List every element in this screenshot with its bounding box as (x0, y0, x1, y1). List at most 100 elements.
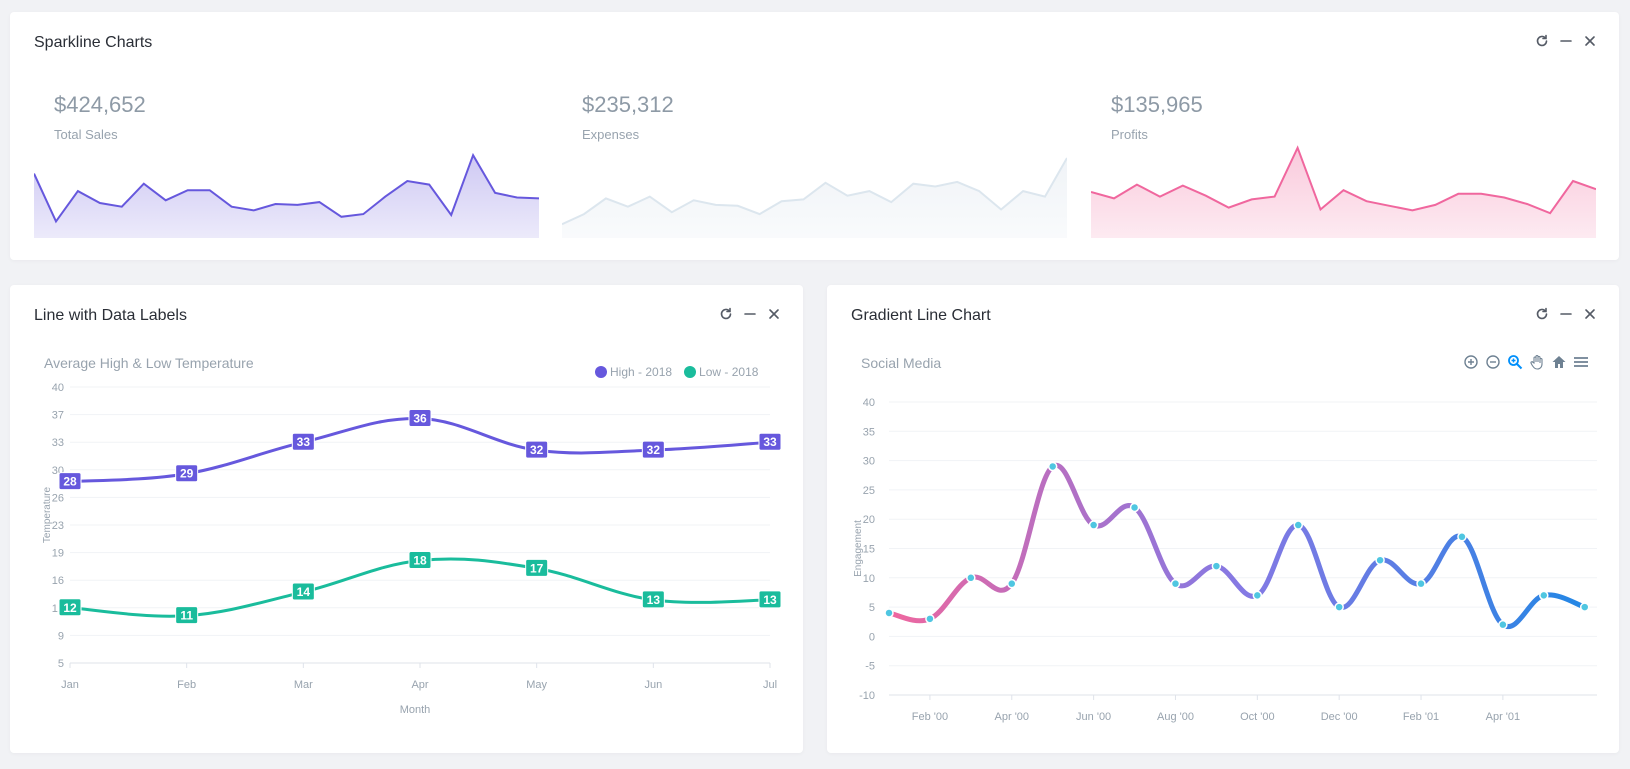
data-point (1293, 520, 1303, 530)
data-point (1252, 590, 1263, 601)
data-point (1007, 578, 1017, 589)
data-label-box (58, 598, 82, 617)
data-label: 14 (297, 585, 311, 599)
y-tick-label: 30 (863, 456, 875, 468)
data-point (925, 614, 935, 624)
chart-subtitle: Social Media (861, 355, 942, 371)
selection-zoom-icon[interactable] (1507, 354, 1523, 370)
data-point (1416, 578, 1426, 589)
y-tick-label: 9 (58, 630, 64, 642)
y-tick-label: 35 (863, 426, 875, 438)
data-label: 36 (413, 412, 427, 426)
data-label: 28 (63, 475, 77, 489)
sparkline-expenses: $235,312 Expenses (562, 72, 1067, 252)
x-tick-label: Dec '00 (1321, 711, 1358, 723)
legend-item-high[interactable]: High - 2018 (595, 365, 672, 379)
x-tick-label: Mar (294, 679, 313, 691)
y-tick-label: 40 (863, 397, 875, 409)
y-tick-label: 25 (863, 485, 875, 497)
data-label: 32 (647, 443, 661, 457)
y-tick-label: 10 (863, 573, 875, 585)
data-point (1539, 590, 1549, 601)
sparkline-amount: $135,965 (1111, 92, 1203, 117)
data-point (1211, 561, 1222, 571)
y-tick-label: 20 (863, 514, 875, 526)
legend-item-low[interactable]: Low - 2018 (684, 365, 758, 379)
data-label-box (408, 409, 432, 428)
card-title: Line with Data Labels (34, 307, 187, 324)
pan-hand-icon[interactable] (1529, 354, 1545, 370)
sparkline-line (34, 152, 539, 224)
data-label-box (525, 558, 549, 577)
x-tick-label: Jul (763, 679, 777, 691)
sparkline-area (1091, 147, 1596, 238)
data-point (1375, 555, 1385, 565)
sparkline-label: Expenses (582, 127, 640, 142)
legend-label: High - 2018 (610, 365, 673, 379)
x-tick-label: Feb (177, 679, 196, 691)
y-axis-title: Temperature (42, 486, 53, 543)
data-label: 33 (763, 435, 777, 449)
y-axis-title: Engagement (853, 520, 864, 577)
zoom-in-icon[interactable] (1463, 354, 1479, 370)
data-label-box (525, 440, 549, 459)
y-tick-label: 40 (52, 382, 64, 394)
x-tick-label: Aug '00 (1157, 711, 1194, 723)
sparkline-label: Total Sales (54, 127, 118, 142)
line-data-labels-card: Line with Data Labels Average High & Low… (10, 285, 803, 753)
gradient-line-chart: 40 35 30 25 20 15 10 5 0 -5 -10 Feb '00 Apr '00 Jun '… (853, 397, 1597, 723)
close-icon[interactable] (767, 307, 781, 321)
close-icon[interactable] (1583, 307, 1597, 321)
y-tick-label: 37 (52, 410, 64, 422)
card-actions (1535, 34, 1597, 48)
x-tick-label: Apr '01 (1486, 711, 1521, 723)
series-line (69, 417, 771, 484)
x-tick-label: Feb '01 (1403, 711, 1439, 723)
data-point (1088, 520, 1099, 530)
data-point (1170, 578, 1181, 589)
sparkline-amount: $235,312 (582, 92, 674, 117)
data-label-box (641, 590, 665, 609)
x-tick-label: Jun (644, 679, 662, 691)
y-tick-label: 23 (52, 520, 64, 532)
y-tick-label: 26 (52, 492, 64, 504)
data-label: 17 (530, 561, 544, 575)
close-icon[interactable] (1583, 34, 1597, 48)
data-label-box (175, 606, 199, 625)
x-tick-label: Apr (411, 679, 428, 691)
sparkline-total-sales: $424,652 Total Sales (34, 72, 539, 252)
refresh-icon[interactable] (719, 307, 733, 321)
sparkline-chart (34, 152, 539, 238)
menu-icon[interactable] (1573, 354, 1589, 370)
minimize-icon[interactable] (1559, 307, 1573, 321)
sparkline-line (1091, 145, 1596, 215)
refresh-icon[interactable] (1535, 307, 1549, 321)
data-label: 11 (180, 609, 193, 623)
data-point (966, 573, 976, 583)
card-title: Sparkline Charts (34, 34, 153, 51)
y-tick-label: 5 (58, 658, 64, 670)
sparkline-amount: $424,652 (54, 92, 146, 117)
minimize-icon[interactable] (743, 307, 757, 321)
minimize-icon[interactable] (1559, 34, 1573, 48)
x-tick-label: Oct '00 (1240, 711, 1275, 723)
y-tick-label: 0 (869, 631, 875, 643)
refresh-icon[interactable] (1535, 34, 1549, 48)
data-label-box (58, 472, 82, 491)
sparkline-chart (1091, 145, 1596, 238)
chart-legend: High - 2018 Low - 2018 (595, 365, 758, 379)
data-label-box (758, 432, 782, 451)
chart-toolbar (1463, 354, 1589, 370)
zoom-out-icon[interactable] (1485, 354, 1501, 370)
data-label: 33 (297, 435, 311, 449)
data-point (1579, 602, 1590, 612)
sparkline-chart (562, 157, 1067, 238)
data-point (1047, 461, 1058, 472)
data-label: 32 (530, 443, 544, 457)
x-tick-label: Feb '00 (912, 711, 948, 723)
home-icon[interactable] (1551, 354, 1567, 370)
card-actions (719, 307, 781, 321)
data-point (1334, 602, 1344, 612)
y-tick-label: 33 (52, 437, 64, 449)
